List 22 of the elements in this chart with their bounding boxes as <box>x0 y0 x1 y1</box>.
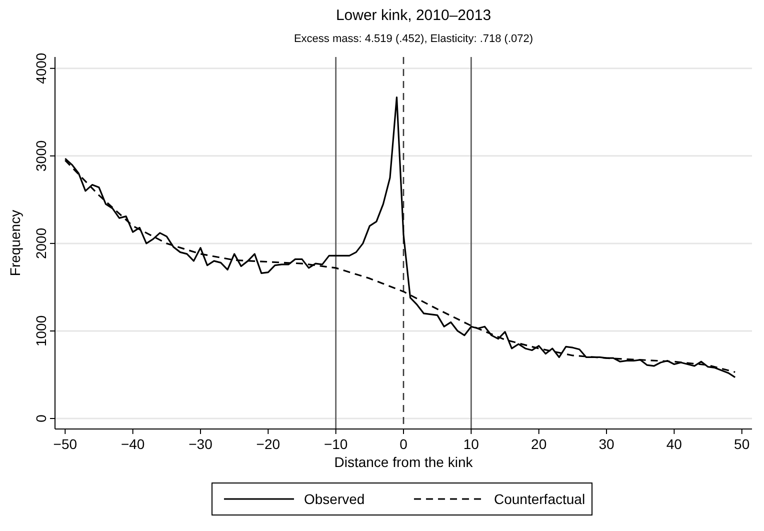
x-tick-label: 30 <box>598 436 615 452</box>
x-tick-label: 20 <box>531 436 547 452</box>
y-axis-title: Frequency <box>7 210 23 276</box>
x-tick-label: −50 <box>53 436 78 452</box>
x-axis-title: Distance from the kink <box>334 454 474 470</box>
x-tick-label: −40 <box>120 436 145 452</box>
legend-label: Observed <box>304 491 365 507</box>
y-tick-label: 1000 <box>33 315 49 347</box>
y-tick-label: 2000 <box>33 228 49 260</box>
legend-label: Counterfactual <box>494 491 586 507</box>
x-tick-label: 0 <box>400 436 408 452</box>
y-tick-label: 4000 <box>33 52 49 84</box>
chart-subtitle: Excess mass: 4.519 (.452), Elasticity: .718 (.072) <box>294 33 534 45</box>
y-tick-label: 0 <box>33 414 49 422</box>
x-tick-label: 10 <box>463 436 480 452</box>
x-tick-label: −20 <box>256 436 280 452</box>
chart-title: Lower kink, 2010–2013 <box>336 7 492 24</box>
x-tick-label: −10 <box>324 436 348 452</box>
x-tick-label: 50 <box>734 436 750 452</box>
x-tick-label: −30 <box>188 436 213 452</box>
y-tick-label: 3000 <box>33 140 49 172</box>
x-tick-label: 40 <box>666 436 682 452</box>
